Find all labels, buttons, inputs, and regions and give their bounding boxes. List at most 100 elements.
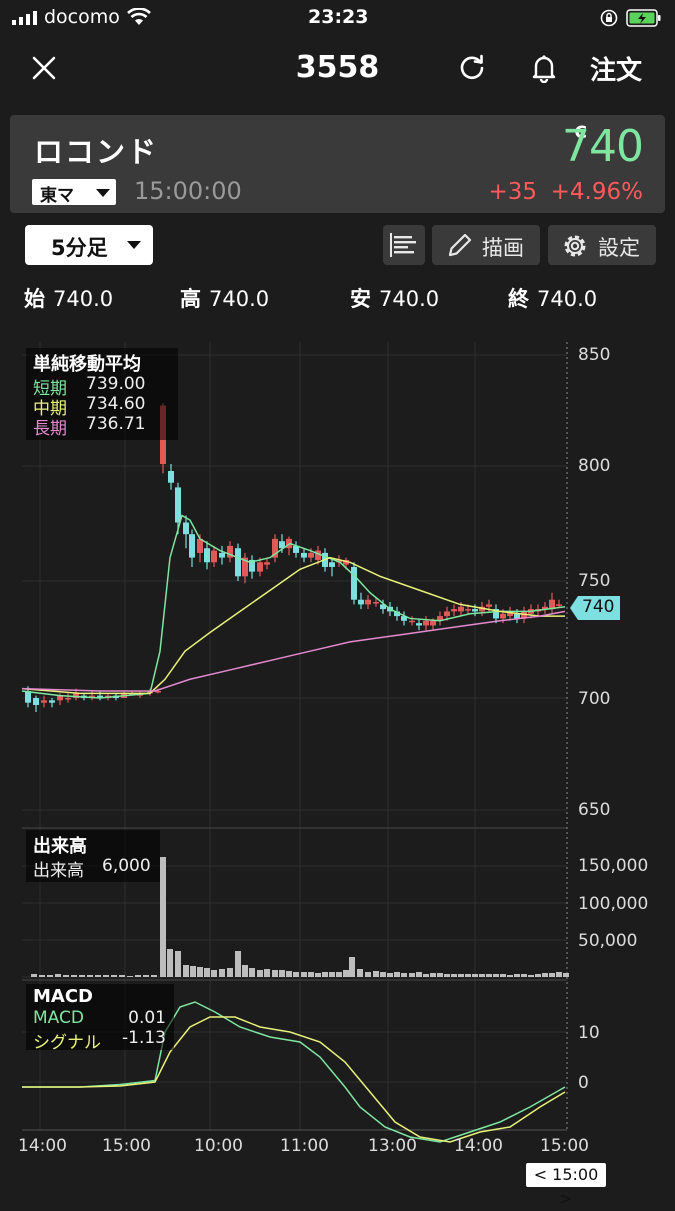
price-axis-label: 700: [578, 689, 611, 709]
bar-list-icon: [390, 233, 416, 257]
candle-body: [49, 700, 55, 703]
volume-bar: [507, 975, 513, 977]
volume-bar: [409, 973, 415, 977]
volume-bar: [293, 972, 299, 977]
volume-bar: [563, 973, 569, 977]
close-value: 740.0: [537, 287, 598, 311]
candle-body: [486, 604, 492, 607]
volume-bar: [197, 967, 203, 977]
volume-bar: [279, 970, 285, 977]
volume-bar: [315, 973, 321, 977]
candle-body: [168, 471, 174, 483]
candle-body: [507, 611, 513, 617]
alert-button[interactable]: [522, 48, 566, 88]
volume-bar: [556, 972, 562, 977]
sma-short-value: 739.00: [86, 374, 146, 394]
volume-value: 6,000: [102, 856, 151, 876]
volume-bar: [31, 974, 37, 977]
volume-bar: [329, 972, 335, 977]
price-axis-label: 750: [578, 571, 611, 591]
volume-axis-label: 50,000: [578, 931, 638, 951]
volume-bar: [242, 965, 248, 977]
volume-bar: [119, 975, 125, 977]
volume-bar: [437, 973, 443, 977]
candle-body: [293, 545, 299, 553]
volume-bar: [401, 973, 407, 977]
market-select[interactable]: 東マ: [32, 179, 116, 206]
macd-axis-label: 10: [578, 1023, 600, 1043]
indicator-list-button[interactable]: [383, 225, 425, 265]
volume-bar: [465, 974, 471, 977]
macd-label: MACD: [33, 1008, 84, 1028]
price-tag-icon: [570, 596, 620, 620]
candle-body: [365, 599, 371, 605]
candle-body: [189, 534, 195, 558]
volume-bar: [135, 975, 141, 977]
period-label: 5分足: [51, 236, 108, 260]
candle-body: [249, 559, 255, 572]
refresh-button[interactable]: [452, 48, 492, 88]
sma-mid-line: [21, 556, 565, 695]
sma-short-label: 短期: [33, 379, 67, 399]
price-change-percent: +4.96%: [550, 179, 643, 205]
volume-bar: [160, 857, 166, 977]
current-price-marker-label: 740: [582, 597, 615, 617]
volume-axis-label: 100,000: [578, 894, 649, 914]
price-axis-label: 800: [578, 456, 611, 476]
open-label: 始: [24, 287, 45, 311]
volume-bar: [103, 975, 109, 977]
volume-label: 出来高: [33, 861, 84, 881]
volume-bar: [472, 974, 478, 977]
candle-body: [351, 566, 357, 600]
high-label: 高: [180, 287, 201, 311]
volume-bar: [111, 975, 117, 977]
signal-line: [22, 1016, 566, 1143]
volume-bar: [336, 972, 342, 977]
time-axis-label: 14:00: [454, 1136, 503, 1156]
candle-body: [394, 611, 400, 617]
candle-body: [479, 606, 485, 612]
candle-body: [409, 620, 415, 623]
status-bar: docomo 23:23: [0, 0, 675, 36]
volume-bar: [95, 975, 101, 977]
sma-long-value: 736.71: [86, 414, 146, 434]
candle-body: [380, 604, 386, 610]
candle-body: [257, 562, 263, 572]
volume-axis-label: 150,000: [578, 856, 649, 876]
draw-button[interactable]: 描画: [432, 225, 540, 265]
volume-bar: [183, 965, 189, 977]
volume-bar: [190, 966, 196, 977]
candle-body: [301, 552, 307, 558]
close-button[interactable]: [24, 48, 64, 88]
stock-info-card: ロコンド C 740 東マ 15:00:00 +35 +4.96%: [10, 115, 665, 213]
volume-bar: [343, 970, 349, 977]
period-select[interactable]: 5分足: [25, 225, 153, 265]
volume-bar: [211, 970, 217, 977]
order-button[interactable]: 注文: [589, 55, 642, 86]
volume-bar: [521, 974, 527, 977]
price-change: +35: [488, 179, 537, 205]
candle-body: [437, 616, 443, 621]
settings-button[interactable]: 設定: [548, 225, 656, 265]
candle-body: [183, 522, 189, 535]
stock-name: ロコンド: [34, 135, 159, 169]
cursor-time-label[interactable]: < 15:00 >: [526, 1163, 606, 1208]
volume-bar: [451, 974, 457, 977]
macd-axis-label: 0: [578, 1073, 589, 1093]
volume-bar: [286, 971, 292, 977]
volume-bar: [430, 973, 436, 977]
time-axis-label: 15:00: [540, 1136, 589, 1156]
high-value: 740.0: [209, 287, 270, 311]
candle-body: [41, 700, 47, 703]
candle-body: [33, 698, 39, 706]
candle-body: [451, 609, 457, 612]
candle-body: [73, 693, 79, 698]
candle-body: [373, 602, 379, 604]
volume-bar: [47, 975, 53, 977]
low-label: 安: [350, 287, 371, 311]
candle-body: [329, 562, 335, 567]
candle-body: [500, 613, 506, 619]
open-value: 740.0: [53, 287, 114, 311]
candle-body: [211, 550, 217, 563]
volume-bar: [349, 957, 355, 977]
